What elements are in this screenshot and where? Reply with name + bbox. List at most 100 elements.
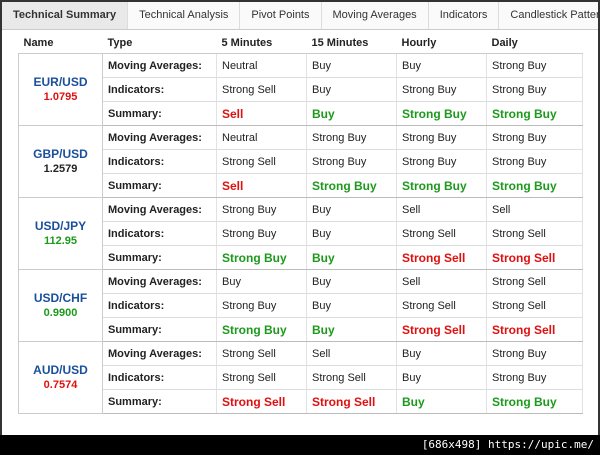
signal-cell: Neutral xyxy=(216,53,307,78)
table-row: Indicators: Strong Sell Buy Strong Buy Stron… xyxy=(19,77,583,102)
signal-cell: Strong Buy xyxy=(396,149,487,174)
table-body: EUR/USD 1.0795 Moving Averages: Neutral Buy B… xyxy=(18,53,583,414)
row-type: Indicators: xyxy=(102,77,217,102)
pair-cell: GBP/USD 1.2579 xyxy=(18,125,103,198)
tab[interactable]: Technical Summary xyxy=(2,2,129,29)
signal-cell: Strong Buy xyxy=(216,293,307,318)
pair-name[interactable]: USD/JPY xyxy=(34,218,87,233)
summary-cell: Strong Buy xyxy=(216,245,307,270)
table-row: Summary: Strong Sell Strong Sell Buy Strong … xyxy=(19,389,583,414)
summary-cell: Strong Buy xyxy=(396,173,487,198)
row-type: Moving Averages: xyxy=(102,197,217,222)
table-row: Indicators: Strong Buy Buy Strong Sell Stron… xyxy=(19,293,583,318)
signal-cell: Buy xyxy=(216,269,307,294)
signal-cell: Sell xyxy=(396,197,487,222)
summary-cell: Buy xyxy=(396,389,487,414)
signal-cell: Buy xyxy=(306,269,397,294)
summary-cell: Strong Buy xyxy=(486,389,583,414)
pair-cell: USD/CHF 0.9900 xyxy=(18,269,103,342)
table-row: Summary: Sell Strong Buy Strong Buy Strong B… xyxy=(19,173,583,198)
signal-cell: Strong Sell xyxy=(396,221,487,246)
summary-cell: Strong Sell xyxy=(216,389,307,414)
table-row: Indicators: Strong Sell Strong Buy Strong B… xyxy=(19,149,583,174)
summary-cell: Strong Sell xyxy=(396,317,487,342)
pair-name[interactable]: AUD/USD xyxy=(33,362,88,377)
summary-cell: Strong Buy xyxy=(396,101,487,126)
summary-cell: Strong Sell xyxy=(396,245,487,270)
signal-cell: Sell xyxy=(486,197,583,222)
signal-cell: Strong Buy xyxy=(486,341,583,366)
summary-cell: Strong Buy xyxy=(216,317,307,342)
table-row: Indicators: Strong Buy Buy Strong Sell Stron… xyxy=(19,221,583,246)
pair-price: 1.0795 xyxy=(43,90,78,103)
signal-cell: Strong Buy xyxy=(216,197,307,222)
tab[interactable]: Moving Averages xyxy=(322,2,429,29)
tab[interactable]: Pivot Points xyxy=(240,2,322,29)
table-row: EUR/USD 1.0795 Moving Averages: Neutral Buy B… xyxy=(18,53,583,126)
tab-bar: Technical Summary Technical Analysis Pivot… xyxy=(2,2,600,30)
signal-cell: Buy xyxy=(396,341,487,366)
table-row: USD/CHF 0.9900 Moving Averages: Buy Buy Sell S… xyxy=(18,269,583,342)
pair-name[interactable]: USD/CHF xyxy=(33,290,88,305)
table-row: GBP/USD 1.2579 Moving Averages: Neutral Stro… xyxy=(18,125,583,198)
row-type: Summary: xyxy=(102,245,217,270)
summary-cell: Buy xyxy=(306,245,397,270)
column-header: 15 Minutes xyxy=(306,32,397,54)
table-row: Indicators: Strong Sell Strong Sell Buy Stro… xyxy=(19,365,583,390)
summary-cell: Buy xyxy=(306,101,397,126)
signal-cell: Strong Buy xyxy=(486,77,583,102)
row-type: Indicators: xyxy=(102,149,217,174)
signal-cell: Strong Sell xyxy=(216,341,307,366)
header-row: Name Type 5 Minutes 15 Minutes Hourly Daily xyxy=(18,32,583,54)
pair-price: 112.95 xyxy=(43,234,78,247)
pair-price: 1.2579 xyxy=(43,162,78,175)
column-header: Hourly xyxy=(396,32,487,54)
row-type: Summary: xyxy=(102,101,217,126)
table-row: Summary: Strong Buy Buy Strong Sell Strong S… xyxy=(19,245,583,270)
summary-cell: Strong Buy xyxy=(306,173,397,198)
signal-cell: Strong Buy xyxy=(486,53,583,78)
row-type: Summary: xyxy=(102,173,217,198)
column-header: Type xyxy=(102,32,217,54)
widget: Technical Summary Technical Analysis Pivot… xyxy=(0,0,600,437)
column-header: 5 Minutes xyxy=(216,32,307,54)
signal-cell: Buy xyxy=(306,77,397,102)
signal-cell: Strong Buy xyxy=(486,365,583,390)
row-type: Indicators: xyxy=(102,365,217,390)
summary-cell: Strong Buy xyxy=(486,101,583,126)
signal-cell: Strong Sell xyxy=(486,293,583,318)
signal-cell: Buy xyxy=(396,53,487,78)
signal-cell: Strong Sell xyxy=(486,221,583,246)
signal-cell: Strong Sell xyxy=(216,77,307,102)
signal-cell: Strong Sell xyxy=(306,365,397,390)
summary-table: Name Type 5 Minutes 15 Minutes Hourly Daily E… xyxy=(18,32,583,414)
summary-cell: Strong Sell xyxy=(306,389,397,414)
signal-cell: Buy xyxy=(306,293,397,318)
watermark-band: [686x498] https://upic.me/ xyxy=(0,435,600,455)
pair-name[interactable]: EUR/USD xyxy=(33,74,88,89)
watermark: [686x498] https://upic.me/ xyxy=(421,438,594,451)
signal-cell: Sell xyxy=(396,269,487,294)
row-type: Indicators: xyxy=(102,221,217,246)
row-type: Summary: xyxy=(102,317,217,342)
tab[interactable]: Candlestick Patterns xyxy=(499,2,600,29)
table-row: Summary: Sell Buy Strong Buy Strong Buy xyxy=(19,101,583,126)
signal-cell: Strong Buy xyxy=(396,77,487,102)
pair-cell: EUR/USD 1.0795 xyxy=(18,53,103,126)
tab[interactable]: Indicators xyxy=(429,2,500,29)
row-type: Moving Averages: xyxy=(102,125,217,150)
tab[interactable]: Technical Analysis xyxy=(128,2,241,29)
summary-cell: Sell xyxy=(216,101,307,126)
column-header: Name xyxy=(18,32,103,54)
row-type: Indicators: xyxy=(102,293,217,318)
summary-cell: Sell xyxy=(216,173,307,198)
signal-cell: Buy xyxy=(306,197,397,222)
signal-cell: Strong Buy xyxy=(396,125,487,150)
row-type: Moving Averages: xyxy=(102,341,217,366)
signal-cell: Strong Sell xyxy=(396,293,487,318)
signal-cell: Strong Sell xyxy=(216,365,307,390)
pair-name[interactable]: GBP/USD xyxy=(33,146,88,161)
pair-price: 0.9900 xyxy=(43,306,78,319)
table-row: AUD/USD 0.7574 Moving Averages: Strong Sell… xyxy=(18,341,583,414)
